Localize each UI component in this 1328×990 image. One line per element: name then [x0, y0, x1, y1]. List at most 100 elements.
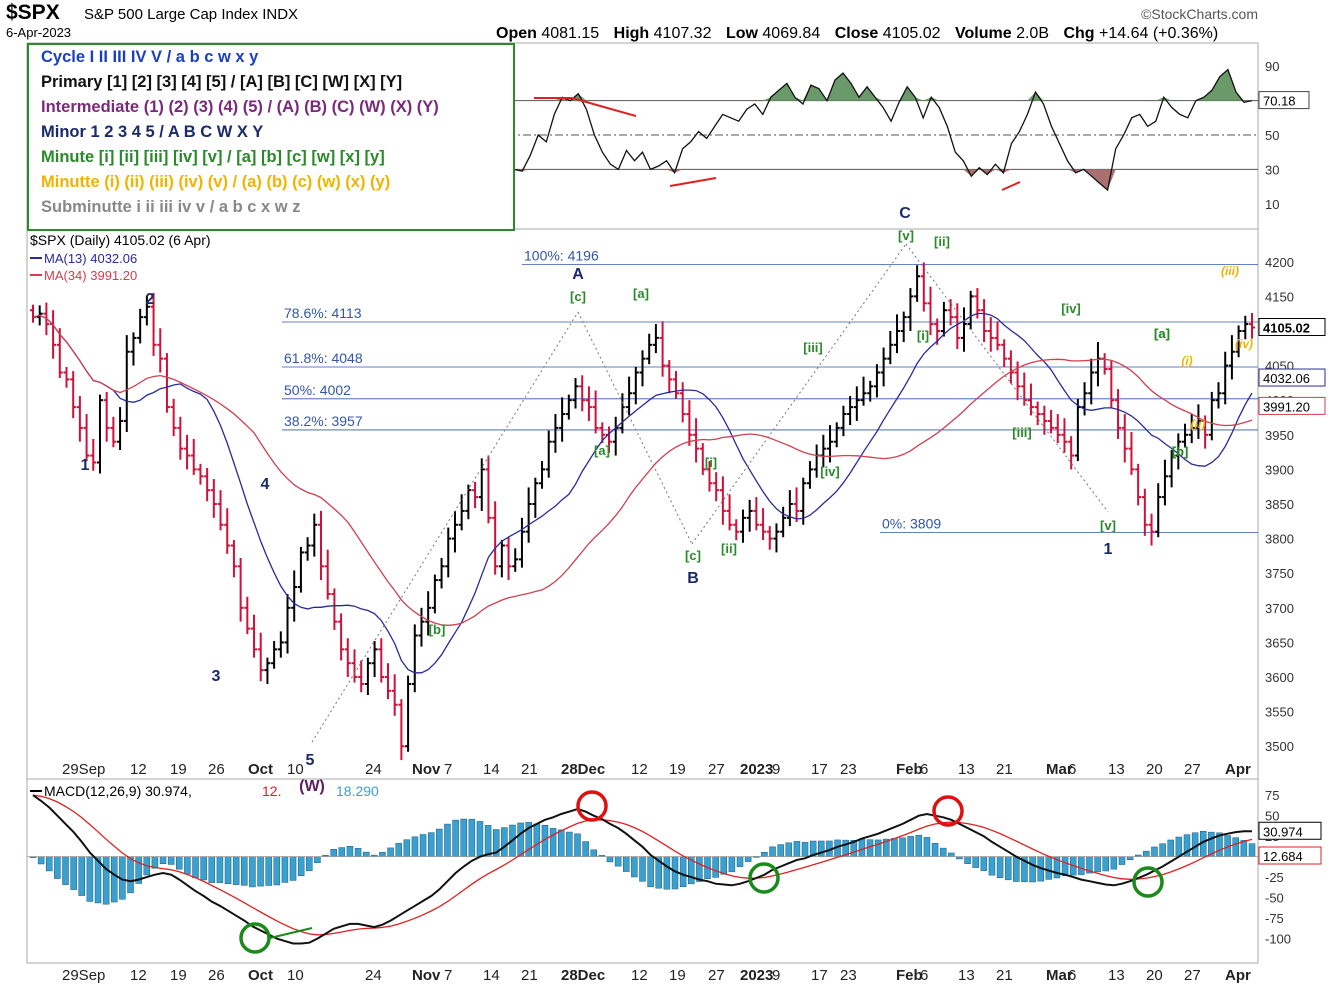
price-bar: [364, 657, 371, 696]
wave-label-12: [c]: [570, 289, 586, 304]
ma13-line: [32, 312, 1253, 674]
price-ytick-14: 3500: [1265, 739, 1294, 754]
price-bar: [626, 376, 633, 416]
price-bar: [110, 416, 117, 448]
chart-date: 6-Apr-2023: [6, 25, 72, 40]
macd-xtick-28: Apr: [1225, 967, 1251, 984]
high-label: High: [613, 25, 650, 42]
macd-hist-bar: [1029, 856, 1036, 883]
macd-hist-bar: [793, 841, 801, 857]
macd-hist-bar: [281, 856, 289, 883]
macd-xtick-20: 6: [920, 967, 928, 984]
price-xtick-3: 26: [208, 761, 225, 778]
price-bar: [967, 290, 974, 330]
macd-xtick-17: 17: [811, 967, 828, 984]
macd-hist-bar: [37, 856, 45, 865]
macd-hist-bar: [1248, 843, 1256, 857]
price-bar: [398, 699, 405, 761]
macd-hist-bar: [1175, 836, 1183, 857]
price-xtick-11: 28Dec: [561, 761, 605, 778]
macd-last-value: 30.974: [1263, 824, 1303, 839]
price-bar: [358, 660, 365, 693]
price-bar: [1222, 351, 1229, 405]
macd-hist-bar: [549, 828, 557, 857]
price-bar: [230, 539, 237, 578]
macd-hist-bar: [200, 856, 207, 881]
price-bar: [378, 638, 385, 683]
price-xtick-4: Oct: [248, 761, 273, 778]
price-bar: [867, 380, 874, 402]
price-ytick-6: 3900: [1265, 462, 1294, 477]
wave-connector-0: [311, 311, 579, 743]
macd-hist-bar: [159, 856, 167, 865]
price-bar: [679, 382, 686, 423]
macd-xtick-14: 27: [708, 967, 725, 984]
macd-hist-bar: [785, 842, 793, 857]
price-ytick-0: 4200: [1265, 255, 1294, 270]
price-bar: [478, 458, 485, 511]
macd-ytick-5: -50: [1265, 891, 1284, 906]
price-bar: [338, 613, 345, 661]
price-bar: [572, 378, 579, 409]
macd-hist-bar: [696, 856, 703, 882]
price-ytick-11: 3650: [1265, 635, 1294, 650]
price-bar: [1027, 383, 1034, 416]
macd-hist-bar: [647, 856, 654, 888]
wave-label-0: 1: [81, 457, 90, 474]
price-xtick-6: 24: [365, 761, 382, 778]
price-bar: [1242, 315, 1249, 340]
macd-hist-bar: [874, 839, 882, 857]
macd-hist-bar: [1167, 839, 1174, 857]
macd-xtick-24: 6: [1068, 967, 1076, 984]
wave-label-31: (iii): [1221, 264, 1239, 278]
price-bar: [927, 286, 934, 336]
price-bar: [806, 461, 813, 489]
macd-hist-bar: [460, 818, 467, 857]
price-bar: [1155, 483, 1162, 538]
macd-hist-bar: [972, 856, 979, 868]
macd-hist-bar: [395, 843, 402, 857]
macd-xtick-22: 21: [996, 967, 1013, 984]
price-bar: [1094, 342, 1101, 387]
fib-label-2: 61.8%: 4048: [284, 350, 363, 366]
price-bar: [947, 299, 954, 326]
macd-hist-bar: [1159, 843, 1166, 857]
macd-hist-bar: [362, 851, 370, 857]
open-value: 4081.15: [541, 25, 600, 42]
price-bar: [324, 549, 331, 600]
low-value: 4069.84: [762, 25, 821, 42]
price-bar: [539, 461, 546, 489]
macd-cross-circle-2: [239, 922, 271, 954]
macd-hist-bar: [289, 856, 297, 881]
wave-legend: Cycle I II III IV V / a b c w x y Primar…: [27, 43, 515, 231]
price-bar: [900, 311, 907, 343]
price-ytick-13: 3550: [1265, 705, 1294, 720]
price-bar: [1175, 433, 1182, 470]
price-bar: [431, 574, 438, 614]
high-value: 4107.32: [653, 25, 712, 42]
macd-hist-bar: [70, 856, 77, 890]
macd-hist-bar: [964, 856, 971, 864]
macd-xtick-6: 24: [365, 967, 382, 984]
price-bar: [70, 371, 77, 419]
macd-hist-bar: [517, 822, 524, 857]
legend-subminutte: Subminutte i ii iii iv v / a b c x w z: [41, 198, 301, 216]
price-bar: [90, 438, 97, 471]
macd-hist-bar: [86, 856, 94, 902]
price-bar: [76, 396, 83, 442]
price-bar: [411, 624, 418, 693]
price-bar: [445, 527, 452, 578]
macd-hist-bar: [411, 836, 419, 857]
price-bar: [766, 526, 773, 550]
price-ytick-8: 3800: [1265, 532, 1294, 547]
price-bar: [96, 394, 103, 474]
price-bar: [1115, 389, 1122, 439]
price-bar: [237, 557, 244, 622]
macd-hist-bar: [476, 821, 484, 857]
price-bar: [117, 407, 124, 451]
macd-ytick-6: -75: [1265, 911, 1284, 926]
price-bar: [384, 663, 391, 700]
price-bar: [981, 299, 988, 343]
fib-label-1: 78.6%: 4113: [284, 305, 362, 321]
price-bar: [746, 499, 753, 532]
